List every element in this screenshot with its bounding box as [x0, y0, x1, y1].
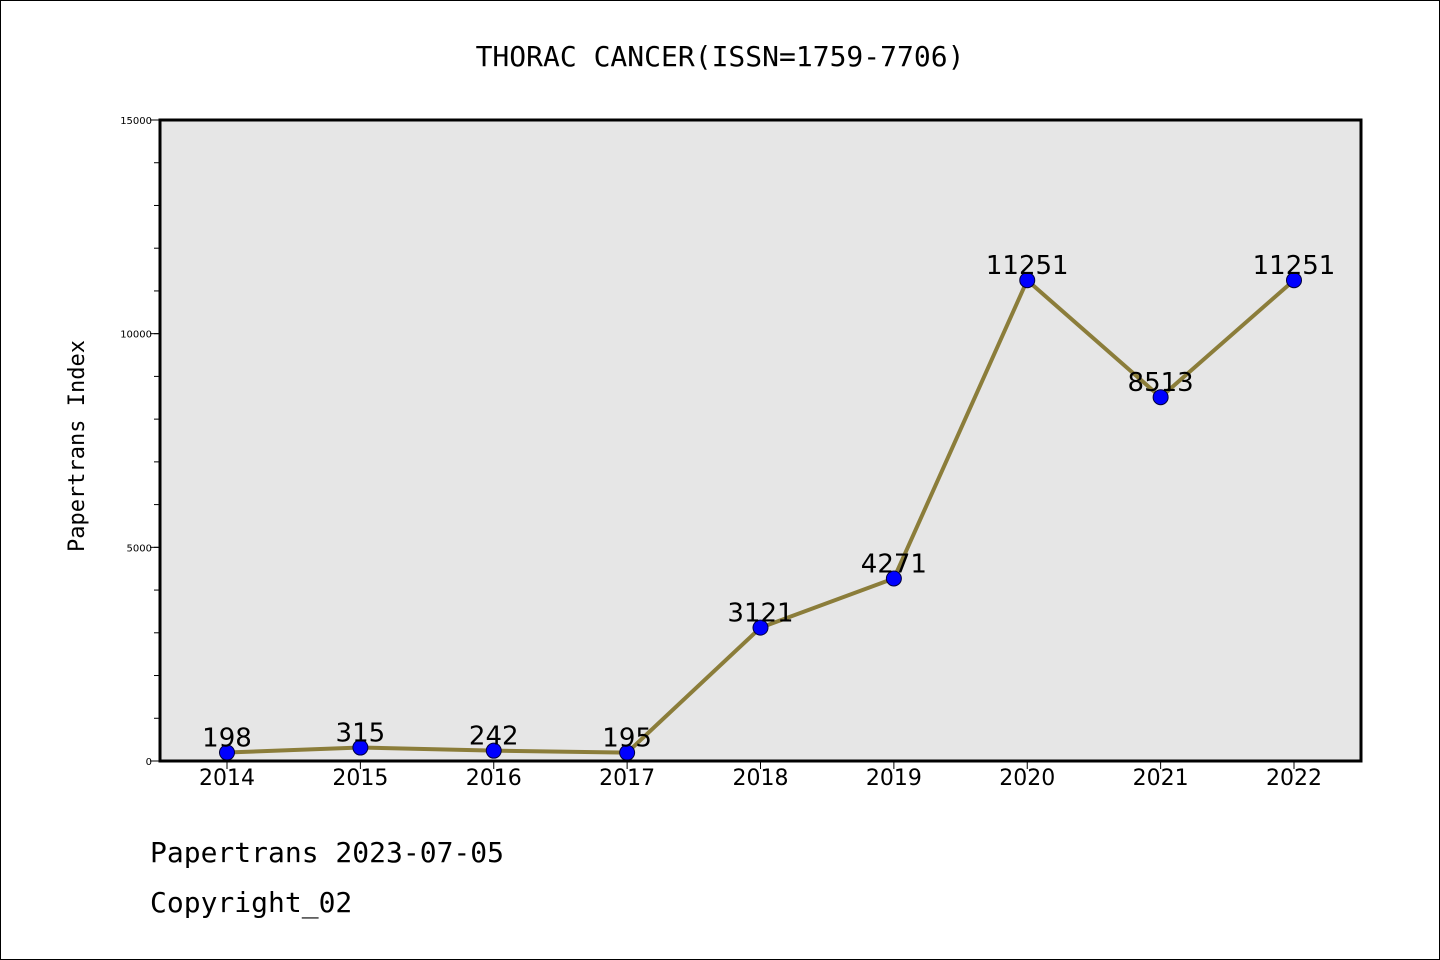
y-tick-label: 5000 [127, 543, 152, 554]
data-label: 198 [202, 724, 252, 754]
data-point [1286, 272, 1302, 289]
x-tick-label: 2019 [866, 766, 922, 791]
data-points [219, 272, 1302, 761]
data-point [885, 570, 902, 587]
data-label: 8513 [1128, 368, 1194, 398]
y-tick-label: 10000 [120, 330, 152, 341]
data-label: 11251 [1253, 251, 1336, 281]
data-label: 4271 [861, 549, 927, 579]
plot-area [160, 120, 1361, 761]
x-tick-label: 2021 [1133, 766, 1189, 791]
y-tick-label: 15000 [120, 116, 152, 127]
y-ticks: 0 5000 10000 15000 [120, 116, 160, 768]
data-label: 11251 [986, 251, 1069, 281]
data-point [1152, 389, 1169, 406]
y-tick-label: 0 [146, 757, 152, 768]
data-label: 3121 [727, 599, 793, 629]
data-label: 195 [602, 724, 652, 754]
data-point [352, 739, 369, 756]
x-tick-label: 2020 [999, 766, 1055, 791]
footer-date: Papertrans 2023-07-05 [150, 836, 505, 869]
data-label: 242 [469, 722, 519, 752]
data-point [485, 742, 502, 759]
data-label: 315 [336, 719, 386, 749]
x-tick-label: 2017 [599, 766, 655, 791]
data-labels: 198 315 242 195 3121 4271 11251 8513 11251 [202, 251, 1335, 753]
footer-copyright: Copyright_02 [150, 886, 353, 919]
plot-border [158, 118, 1363, 763]
data-point [752, 619, 769, 636]
x-tick-label: 2015 [332, 766, 388, 791]
x-tick-label: 2016 [466, 766, 522, 791]
x-tick-label: 2018 [733, 766, 789, 791]
x-tick-label: 2014 [199, 766, 255, 791]
x-ticks: 2014 2015 2016 2017 2018 2019 2020 2021 2022 [199, 761, 1322, 791]
x-tick-label: 2022 [1266, 766, 1322, 791]
chart-title: THORAC CANCER(ISSN=1759-7706) [476, 40, 965, 73]
y-axis-label: Papertrans Index [65, 340, 90, 552]
data-point [1019, 272, 1036, 289]
